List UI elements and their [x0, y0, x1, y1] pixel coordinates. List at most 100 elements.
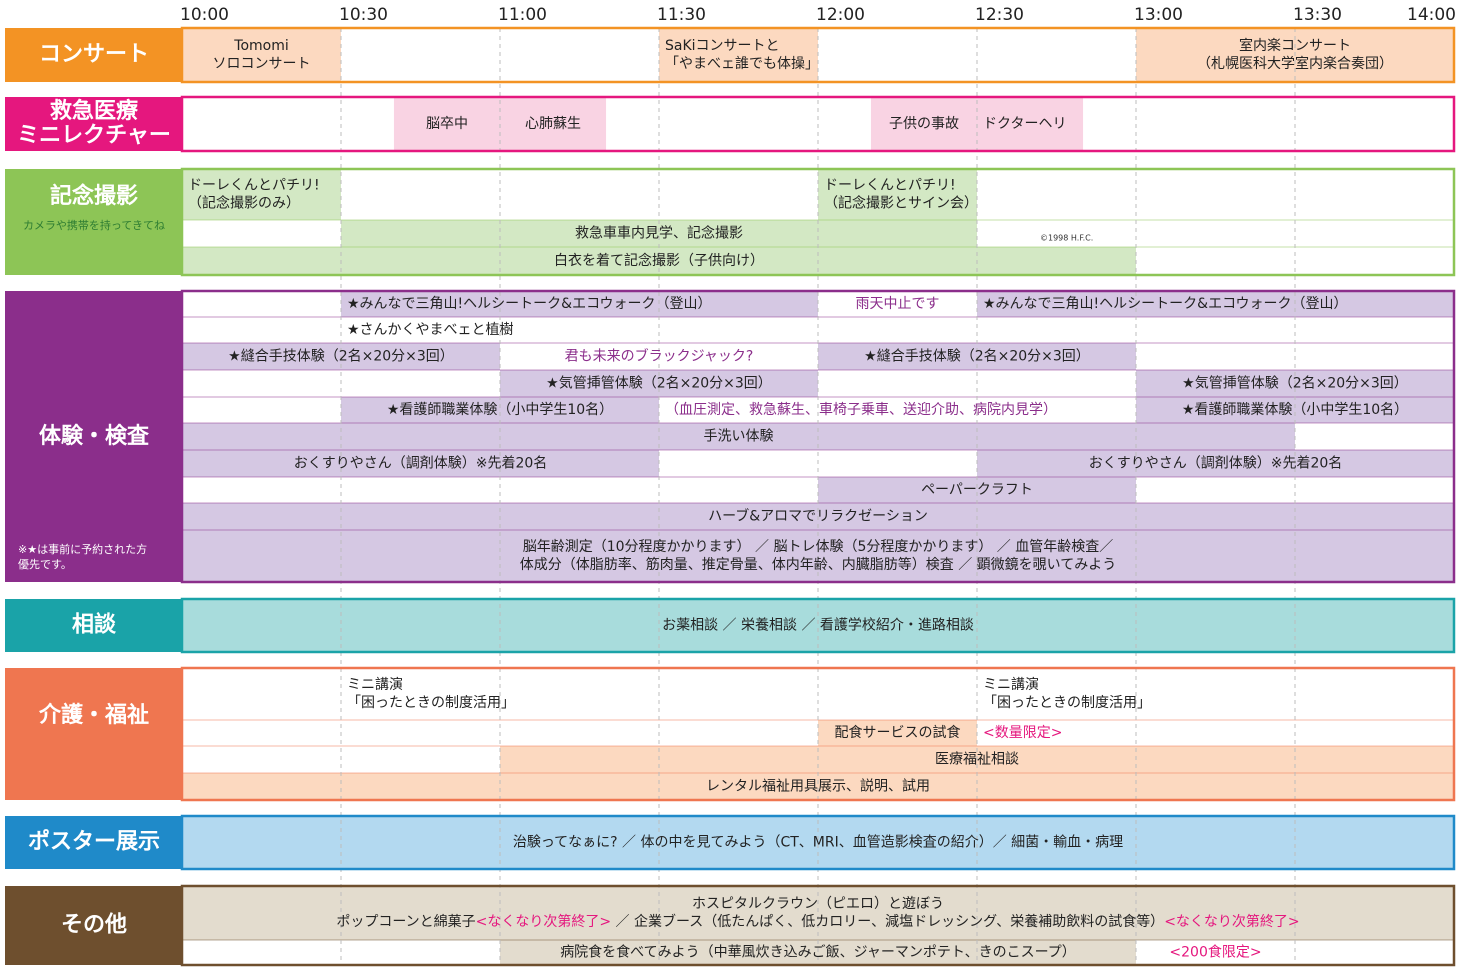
event-cell: [659, 28, 818, 82]
time-label: 14:00: [1407, 5, 1456, 25]
section-note: 優先です。: [18, 558, 72, 571]
event-cell: [977, 450, 1454, 477]
event-text: <数量限定>: [983, 725, 1062, 741]
time-label: 11:30: [657, 5, 706, 25]
event-cell: [182, 169, 341, 220]
event-text: ホスピタルクラウン（ピエロ）と遊ぼう: [692, 896, 944, 912]
event-text: ミニ講演: [983, 677, 1039, 693]
event-cell: [341, 220, 977, 247]
event-cell: [500, 940, 1136, 965]
event-text: 「困ったときの制度活用」: [347, 695, 515, 711]
event-text: ★気管挿管体験（2名×20分×3回）: [1182, 376, 1408, 392]
event-text: ドーレくんとパチリ!: [188, 178, 320, 194]
text-part: ／ 企業ブース（低たんぱく、低カロリー、減塩ドレッシング、栄養補助飲料の試食等）: [611, 913, 1164, 930]
event-text: 「困ったときの制度活用」: [983, 695, 1151, 711]
time-label: 13:00: [1134, 5, 1183, 25]
section-header: [5, 886, 182, 965]
event-text: ドーレくんとパチリ!: [824, 178, 956, 194]
event-cell: [182, 28, 341, 82]
section-title: 体験・検査: [39, 424, 150, 449]
section-header: [5, 668, 182, 800]
event-text: ミニ講演: [347, 677, 403, 693]
event-text: Tomomi: [233, 38, 288, 54]
event-text: <200食限定>: [1169, 944, 1261, 961]
section-border: [180, 167, 1456, 277]
event-text: （血圧測定、救急蘇生、車椅子乗車、送迎介助、病院内見学）: [665, 401, 1057, 418]
event-text: 君も未来のブラックジャック?: [565, 348, 754, 365]
section-border: [180, 26, 1456, 84]
section-title: 記念撮影: [50, 183, 138, 209]
section-note: カメラや携帯を持ってきてね: [23, 218, 165, 232]
event-cell: [341, 291, 818, 317]
event-text: ★縫合手技体験（2名×20分×3回）: [228, 349, 454, 365]
section-border: [180, 666, 1456, 802]
event-text: 白衣を着て記念撮影（子供向け）: [554, 252, 764, 269]
event-text: ★気管挿管体験（2名×20分×3回）: [546, 376, 772, 392]
event-cell: [818, 720, 977, 746]
event-cell: [818, 477, 1136, 503]
event-text: レンタル福祉用具展示、説明、試用: [706, 779, 930, 795]
event-cell: [977, 97, 1084, 151]
section-title: ポスター展示: [28, 829, 160, 855]
event-cell: [977, 291, 1454, 317]
event-text: SaKiコンサートと: [665, 38, 780, 54]
event-cell: [500, 97, 607, 151]
event-text: 体成分（体脂肪率、筋肉量、推定骨量、体内年齢、内臓脂肪等）検査 ／ 顕微鏡を覗い…: [520, 556, 1116, 573]
time-label: 10:30: [339, 5, 388, 25]
section-header: [5, 28, 182, 82]
event-text: 配食サービスの試食: [835, 724, 961, 741]
event-cell: [393, 97, 500, 151]
time-label: 12:30: [975, 5, 1024, 25]
event-text: 心肺蘇生: [525, 116, 581, 132]
section-title: コンサート: [39, 42, 149, 67]
time-label: 10:00: [180, 5, 229, 25]
event-text: ★看護師職業体験（小中学生10名）: [387, 402, 613, 418]
event-text: 手洗い体験: [704, 429, 774, 445]
event-cell: [341, 397, 659, 423]
time-label: 11:00: [498, 5, 547, 25]
section-border: [180, 884, 1456, 967]
text-part: <なくなり次第終了>: [1164, 913, 1299, 930]
event-text: ポップコーンと綿菓子 <なくなり次第終了> ／ 企業ブース（低たんぱく、低カロリー…: [336, 913, 1299, 930]
texts: 10:00 10:30 11:00 11:30 12:00 12:30 13:00 13:30…: [17, 5, 1456, 967]
section-border: [180, 814, 1456, 871]
event-text: ★さんかくやまべェと植樹: [347, 322, 514, 338]
section-header: [5, 291, 182, 582]
event-text: ペーパークラフト: [921, 482, 1033, 498]
section-header: [5, 816, 182, 869]
event-text: 脳年齢測定（10分程度かかります） ／ 脳トレ体験（5分程度かかります） ／ 血…: [523, 539, 1114, 555]
section-header: [5, 599, 182, 652]
event-text: 救急車車内見学、記念撮影: [575, 225, 743, 242]
section-border: [180, 597, 1456, 654]
event-cell: [182, 450, 659, 477]
event-text: （記念撮影とサイン会）: [824, 195, 978, 212]
event-text: （記念撮影のみ）: [188, 195, 300, 212]
event-text: おくすりやさん（調剤体験）※先着20名: [1089, 456, 1343, 472]
event-text: ソロコンサート: [213, 56, 311, 72]
event-text: 子供の事故: [889, 116, 959, 132]
event-text: 医療福祉相談: [935, 751, 1019, 768]
event-cell: [182, 773, 1454, 800]
section-title: 介護・福祉: [38, 702, 149, 728]
event-text: ★縫合手技体験（2名×20分×3回）: [864, 349, 1090, 365]
event-text: ★みんなで三角山!ヘルシートーク&エコウォーク（登山）: [347, 296, 712, 312]
event-text: （札幌医科大学室内楽合奏団）: [1197, 55, 1393, 72]
time-label: 13:30: [1293, 5, 1342, 25]
event-text: ★みんなで三角山!ヘルシートーク&エコウォーク（登山）: [983, 296, 1348, 312]
event-text: 雨天中止です: [856, 296, 940, 312]
event-text: 室内楽コンサート: [1239, 37, 1351, 54]
section-title: 相談: [72, 612, 117, 638]
section-title: ミニレクチャー: [17, 123, 171, 148]
section-note: ※★は事前に予約された方: [18, 542, 147, 556]
time-label: 12:00: [816, 5, 865, 25]
event-text: 病院食を食べてみよう（中華風炊き込みご飯、ジャーマンポテト、きのこスープ）: [560, 944, 1076, 961]
text-part: ポップコーンと綿菓子: [336, 914, 475, 930]
section-header: [5, 97, 182, 151]
event-text: 脳卒中: [426, 116, 468, 132]
section-title: その他: [61, 913, 127, 938]
section-header: [5, 169, 182, 275]
event-text: 治験ってなぁに? ／ 体の中を見てみよう（CT、MRI、血管造影検査の紹介）／ …: [513, 835, 1123, 851]
credit: ©1998 H.F.C.: [1040, 234, 1093, 243]
section-border: [180, 289, 1456, 584]
